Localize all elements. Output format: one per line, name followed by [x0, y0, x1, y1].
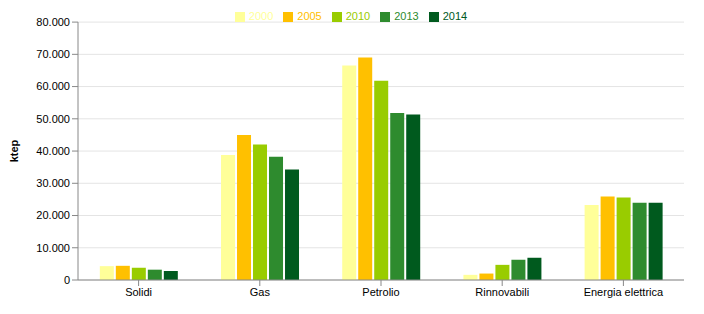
html-text:2010: 2010: [345, 10, 371, 22]
html-text:2013: 2013: [394, 10, 419, 22]
svg-text:10.000: 10.000: [36, 242, 70, 254]
svg-text:60.000: 60.000: [36, 80, 70, 92]
svg-text:70.000: 70.000: [36, 48, 70, 60]
svg-text:20.000: 20.000: [36, 209, 70, 221]
svg-text:Gas: Gas: [250, 286, 271, 298]
html-text:2005: 2005: [297, 10, 322, 22]
svg-text:ktep: ktep: [8, 139, 20, 162]
html-text:2000: 2000: [248, 10, 274, 22]
svg-text:80.000: 80.000: [36, 16, 70, 28]
svg-text:Rinnovabili: Rinnovabili: [475, 286, 529, 298]
svg-text:40.000: 40.000: [36, 145, 70, 157]
svg-text:Energia elettrica: Energia elettrica: [584, 286, 664, 298]
svg-text:0: 0: [64, 274, 70, 286]
html-text:2014: 2014: [442, 10, 468, 22]
svg-text:50.000: 50.000: [36, 113, 70, 125]
svg-text:Solidi: Solidi: [125, 286, 152, 298]
svg-text:Petrolio: Petrolio: [362, 286, 399, 298]
svg-text:30.000: 30.000: [36, 177, 70, 189]
